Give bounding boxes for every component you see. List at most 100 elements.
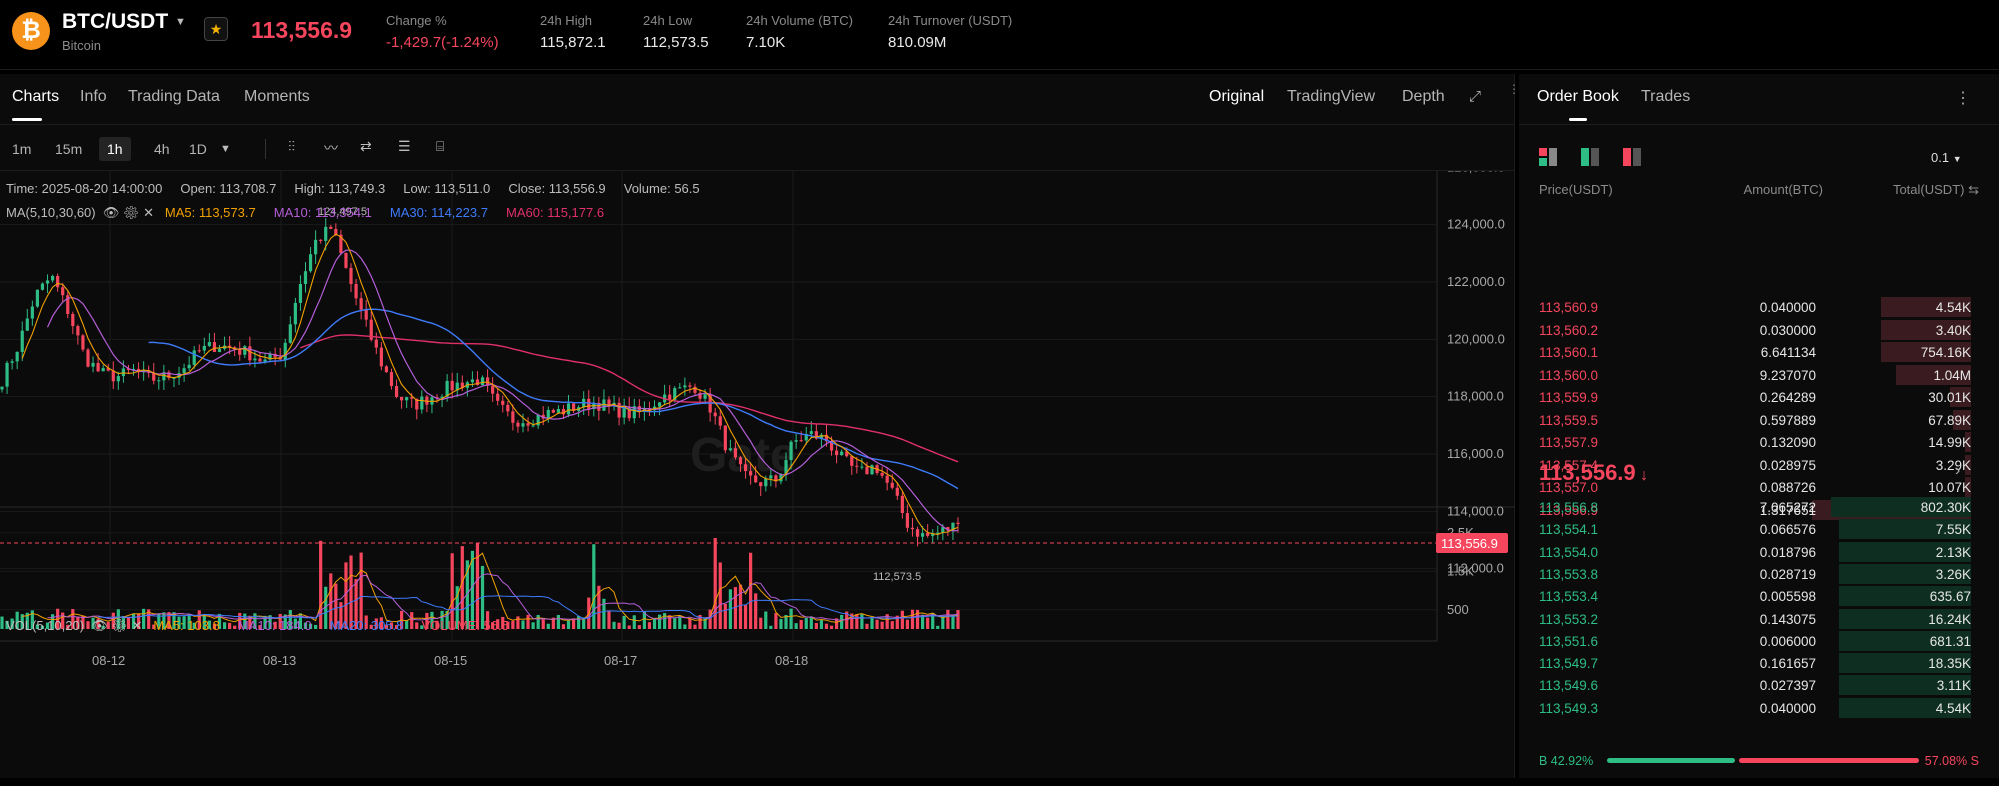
ask-row[interactable]: 113,557.0 0.088726 10.07K <box>1519 476 1991 498</box>
bid-amount: 0.161657 <box>1759 656 1816 672</box>
eye-icon[interactable]: 👁 <box>91 618 108 633</box>
bid-row[interactable]: 113,553.2 0.143075 16.24K <box>1519 608 1991 630</box>
bid-row[interactable]: 113,549.7 0.161657 18.35K <box>1519 652 1991 674</box>
close-icon[interactable]: ✕ <box>143 205 155 220</box>
candle-body <box>379 347 383 367</box>
timeframe-1m[interactable]: 1m <box>12 141 32 157</box>
bid-price: 113,553.8 <box>1539 566 1599 582</box>
candle-body <box>647 408 652 411</box>
view-depth[interactable]: Depth <box>1402 88 1445 105</box>
view-original[interactable]: Original <box>1209 88 1265 105</box>
tab-charts[interactable]: Charts <box>12 88 60 105</box>
candle-body <box>546 410 550 419</box>
timeframe-1h[interactable]: 1h <box>99 137 131 161</box>
high-marker: 124,497.5 <box>318 206 367 218</box>
bid-row[interactable]: 113,554.0 0.018796 2.13K <box>1519 541 1991 563</box>
view-bids-icon[interactable] <box>1581 148 1601 166</box>
settings-icon[interactable]: ⚙ <box>111 618 128 633</box>
tab-trades[interactable]: Trades <box>1641 88 1691 105</box>
volume-bar <box>845 611 849 629</box>
candle-body <box>61 287 65 296</box>
candle-body <box>470 379 475 383</box>
ask-price: 113,557.0 <box>1539 480 1599 495</box>
ask-row[interactable]: 113,557.9 0.132090 14.99K <box>1519 431 1991 453</box>
chevron-down-icon[interactable]: ▼ <box>175 16 186 28</box>
bid-row[interactable]: 113,553.4 0.005598 635.67 <box>1519 585 1991 607</box>
timeframe-4h[interactable]: 4h <box>154 141 170 157</box>
bid-depth-bar <box>1839 697 1971 718</box>
candle-body <box>774 475 778 482</box>
tab-info[interactable]: Info <box>80 88 107 105</box>
candle-body <box>480 377 485 386</box>
volume-bar <box>723 603 727 629</box>
col-total-label: Total(USDT) <box>1892 182 1965 197</box>
ask-depth-bar <box>1881 342 1971 362</box>
fullscreen-icon[interactable]: ⤢ <box>1469 88 1482 105</box>
settings-sliders-icon[interactable]: ⇄ <box>360 138 372 154</box>
candle-body <box>334 228 338 235</box>
timeframe-15m[interactable]: 15m <box>55 141 83 157</box>
chevron-right-icon[interactable]: › <box>1955 462 1961 479</box>
tab-order-book[interactable]: Order Book <box>1537 88 1619 105</box>
close-icon[interactable]: ✕ <box>131 618 143 633</box>
divider <box>0 124 1515 125</box>
panel-menu-icon[interactable]: ⋮ <box>1508 82 1520 96</box>
view-asks-icon[interactable] <box>1623 148 1643 166</box>
ma30-line <box>148 308 959 490</box>
favorite-star-icon[interactable]: ★ <box>204 17 228 41</box>
view-both-icon[interactable] <box>1539 148 1559 166</box>
stat-value-turnover: 810.09M <box>888 34 947 51</box>
eye-icon[interactable]: 👁 <box>102 205 120 220</box>
candlestick-chart[interactable]: Gate 126,000.0124,000.0122,000.0120,000.… <box>0 171 1515 778</box>
settings-icon[interactable]: ⚙ <box>122 205 140 220</box>
candle-body <box>804 433 808 441</box>
bid-price: 113,554.0 <box>1539 544 1599 560</box>
volume-bar <box>657 614 662 629</box>
ask-row[interactable]: 113,559.5 0.597889 67.89K <box>1519 409 1991 431</box>
drawing-list-icon[interactable]: ☰ <box>398 138 411 154</box>
candle-body <box>116 376 120 382</box>
x-tick-label: 08-18 <box>775 653 808 668</box>
volume-bar <box>627 625 631 629</box>
tab-moments[interactable]: Moments <box>244 88 310 105</box>
y-tick-label: 114,000.0 <box>1447 503 1504 518</box>
candle-body <box>455 382 459 391</box>
view-tradingview[interactable]: TradingView <box>1287 88 1376 105</box>
candle-body <box>607 399 611 406</box>
ask-row[interactable]: 113,557.4 0.028975 3.29K <box>1519 454 1991 476</box>
bid-row[interactable]: 113,549.6 0.027397 3.11K <box>1519 674 1991 696</box>
candle-type-icon[interactable]: ⫶⫶ <box>288 138 295 154</box>
timeframe-1d[interactable]: 1D <box>189 141 207 157</box>
candle-body <box>571 403 576 411</box>
candle-body <box>784 460 788 474</box>
stat-label-low: 24h Low <box>643 13 693 28</box>
template-icon[interactable]: ⌸ <box>436 138 445 154</box>
pair-selector[interactable]: BTC/USDT <box>62 10 169 33</box>
more-menu-icon[interactable]: ⋮ <box>1955 90 1971 107</box>
volume-bar <box>192 622 196 629</box>
swap-icon[interactable]: ⇆ <box>1968 182 1979 197</box>
volume-bar <box>359 552 363 629</box>
ask-row[interactable]: 113,559.9 0.264289 30.01K <box>1519 386 1991 408</box>
precision-select[interactable]: 0.1 ▼ <box>1931 150 1962 165</box>
bid-row[interactable]: 113,551.6 0.006000 681.31 <box>1519 630 1991 652</box>
indicator-icon[interactable]: 〰 <box>324 140 338 156</box>
tab-trading-data[interactable]: Trading Data <box>128 88 220 105</box>
volume-bar <box>900 610 904 629</box>
timeframe-dropdown-icon[interactable]: ▼ <box>220 143 231 155</box>
ma-legend-label: MA(5,10,30,60) <box>6 205 96 220</box>
ask-row[interactable]: 113,560.0 9.237070 1.04M <box>1519 364 1991 386</box>
volume-bar <box>501 616 505 629</box>
volume-bar <box>678 616 682 629</box>
ask-row[interactable]: 113,560.2 0.030000 3.40K <box>1519 319 1991 341</box>
bid-row[interactable]: 113,553.8 0.028719 3.26K <box>1519 563 1991 585</box>
ask-row[interactable]: 113,560.1 6.641134 754.16K <box>1519 341 1991 363</box>
volume-bar <box>743 604 748 629</box>
ask-row[interactable]: 113,560.9 0.040000 4.54K <box>1519 296 1991 318</box>
bid-row[interactable]: 113,554.1 0.066576 7.55K <box>1519 518 1991 540</box>
bid-row[interactable]: 113,549.3 0.040000 4.54K <box>1519 697 1991 719</box>
bid-row[interactable]: 113,556.8 7.065272 802.30K <box>1519 496 1991 518</box>
stat-label-change: Change % <box>386 13 447 28</box>
candle-body <box>743 464 748 472</box>
candle-body <box>910 527 915 530</box>
